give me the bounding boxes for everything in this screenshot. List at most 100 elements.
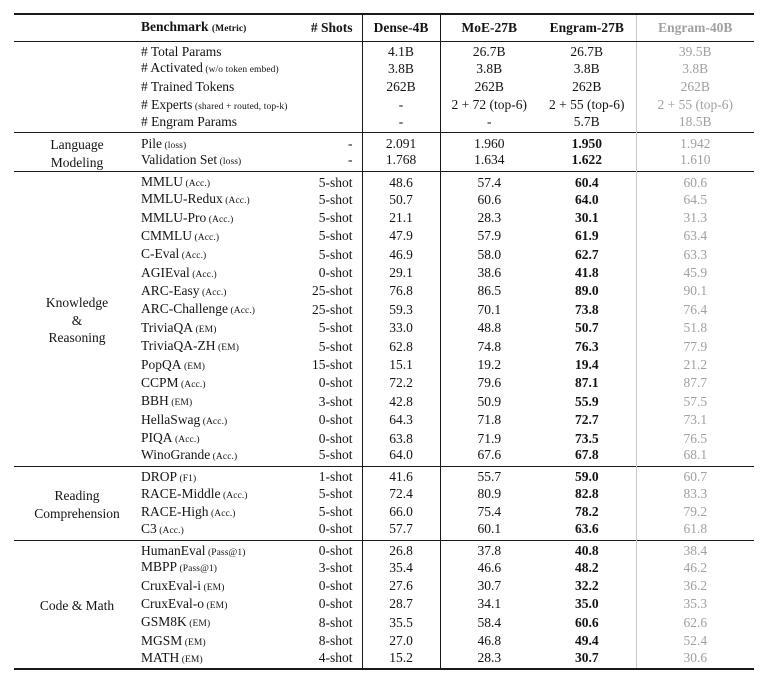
- benchmark-cell: CCPM (Acc.): [140, 374, 290, 392]
- table-row: Language Modeling Pile (loss) -2.091 1.960 1.…: [14, 132, 754, 170]
- benchmark-cell: WinoGrande (Acc.): [140, 448, 290, 466]
- table-section-3: Reading Comprehension DROP (F1) 1-shot 41.6 5…: [14, 466, 754, 541]
- value-engram-40b: 1.942: [635, 132, 754, 153]
- value-engram-40b: 76.5: [635, 429, 754, 448]
- value-moe-27b: 48.8: [477, 320, 502, 336]
- model-comparison-table: Benchmark (Metric) # Shots Dense-4B MoE-…: [14, 13, 754, 671]
- benchmark-cell: # Engram Params: [140, 115, 290, 133]
- value-dense-4b: 28.7: [362, 595, 441, 614]
- value-engram-40b: 262B: [635, 77, 754, 97]
- header-model-engram-27b: Engram-27B: [538, 14, 636, 42]
- benchmark-name: DROP: [141, 468, 178, 484]
- table-row: MMLU-Pro (Acc.) 5-shot 21.1 28.3 30.1 31.3: [14, 208, 754, 228]
- value-engram-40b: 60.7: [635, 466, 754, 485]
- value-engram-40b: 79.2: [635, 503, 754, 522]
- value-engram-27b: 62.7: [574, 246, 599, 262]
- benchmark-name: MMLU-Pro: [141, 209, 207, 225]
- metric-note: (EM): [215, 343, 239, 354]
- value-dense-4b: 64.0: [362, 447, 441, 467]
- value-dense-4b: 76.8: [362, 282, 441, 301]
- value-engram-27b: 73.5: [574, 430, 599, 446]
- group-label: Reading Comprehension: [14, 466, 140, 540]
- shots-cell: [290, 114, 363, 133]
- value-dense-4b: 4.1B: [362, 41, 441, 60]
- benchmark-cell: TriviaQA (EM): [140, 319, 290, 337]
- value-dense-4b: 35.4: [362, 558, 441, 577]
- table-row: ARC-Easy (Acc.) 25-shot 76.8 86.5 89.0 90.1: [14, 282, 754, 301]
- table-row: TriviaQA (EM) 5-shot 33.0 48.8 50.7 51.8: [14, 319, 754, 338]
- value-dense-4b: 3.8B: [362, 59, 441, 78]
- value-engram-27b: 3.8B: [573, 60, 600, 76]
- benchmark-name: Pile: [141, 135, 163, 151]
- value-engram-40b: 73.1: [635, 411, 754, 430]
- benchmark-name: ARC-Challenge: [141, 301, 228, 317]
- shots-cell: 0-shot: [290, 576, 363, 596]
- value-engram-27b: 60.6: [574, 614, 599, 630]
- value-engram-40b: 68.1: [635, 447, 754, 467]
- value-engram-27b: 73.8: [574, 301, 599, 317]
- metric-note: (loss): [217, 156, 242, 167]
- value-moe-27b: 74.8: [477, 338, 502, 354]
- group-label-line: Language: [50, 137, 104, 153]
- value-engram-40b: 87.7: [635, 374, 754, 393]
- value-dense-4b: 21.1: [362, 208, 441, 228]
- value-engram-27b: 35.0: [574, 596, 599, 612]
- shots-cell: 25-shot: [290, 282, 363, 301]
- value-moe-27b: 71.8: [477, 412, 502, 428]
- value-engram-40b: 21.2: [635, 355, 754, 375]
- value-engram-27b: 1.622: [571, 152, 602, 168]
- value-dense-4b: 27.0: [362, 632, 441, 651]
- shots-cell: 0-shot: [290, 429, 363, 448]
- benchmark-name: MBPP: [141, 559, 178, 575]
- benchmark-cell: HumanEval (Pass@1): [140, 540, 290, 558]
- group-label-line: Knowledge: [45, 295, 109, 311]
- shots-cell: 5-shot: [290, 171, 363, 191]
- benchmark-cell: CruxEval-i (EM): [140, 577, 290, 595]
- metric-note: (w/o token embed): [202, 65, 279, 76]
- value-dense-4b: 15.2: [362, 650, 441, 670]
- metric-note: (Acc.): [178, 380, 206, 391]
- value-dense-4b: 42.8: [362, 392, 441, 412]
- value-moe-27b: 70.1: [477, 301, 502, 317]
- value-engram-40b: 31.3: [635, 208, 754, 228]
- value-dense-4b: 15.1: [362, 355, 441, 375]
- value-engram-27b: 41.8: [574, 265, 599, 281]
- metric-note: (Acc.): [199, 288, 227, 299]
- value-engram-40b: 18.5B: [635, 114, 754, 133]
- value-engram-40b: 77.9: [635, 337, 754, 356]
- group-label-line: Reading: [54, 488, 100, 504]
- metric-note: (EM): [193, 324, 217, 335]
- benchmark-name: HellaSwag: [141, 411, 201, 427]
- value-dense-4b: 50.7: [362, 190, 441, 209]
- metric-note: (Acc.): [156, 525, 184, 536]
- group-label-line: &: [71, 312, 83, 328]
- value-engram-40b: 63.4: [635, 227, 754, 246]
- table-row: GSM8K (EM) 8-shot 35.5 58.4 60.6 62.6: [14, 613, 754, 633]
- value-engram-27b: 63.6: [574, 521, 599, 536]
- value-engram-27b: 50.7: [574, 320, 599, 336]
- metric-note: (Acc.): [206, 214, 234, 225]
- benchmark-name: CMMLU: [141, 227, 193, 243]
- benchmark-cell: PopQA (EM): [140, 356, 290, 374]
- benchmark-name: ARC-Easy: [141, 283, 200, 299]
- table-row: CruxEval-i (EM) 0-shot 27.6 30.7 32.2 36.2: [14, 576, 754, 596]
- value-dense-4b: 33.0: [362, 319, 441, 338]
- value-engram-27b: 64.0: [574, 191, 599, 207]
- benchmark-cell: MMLU-Redux (Acc.): [140, 190, 290, 208]
- table-row: BBH (EM) 3-shot 42.8 50.9 55.9 57.5: [14, 392, 754, 412]
- table-row: C3 (Acc.) 0-shot 57.7 60.1 63.6 61.8: [14, 521, 754, 541]
- benchmark-name: RACE-Middle: [141, 485, 221, 501]
- value-dense-4b: 57.7: [362, 521, 441, 541]
- table-row: MBPP (Pass@1) 3-shot 35.4 46.6 48.2 46.2: [14, 558, 754, 577]
- value-dense-4b: 1.768: [362, 152, 441, 172]
- value-moe-27b: 26.7B: [472, 43, 506, 59]
- shots-cell: -: [290, 132, 363, 153]
- benchmark-name: TriviaQA-ZH: [141, 338, 216, 354]
- benchmark-name: MMLU: [141, 174, 184, 190]
- value-moe-27b: 28.3: [477, 209, 502, 225]
- value-moe-27b: 80.9: [477, 485, 502, 501]
- shots-cell: -: [290, 152, 363, 172]
- table-row: HellaSwag (Acc.) 0-shot 64.3 71.8 72.7 73.1: [14, 411, 754, 430]
- value-dense-4b: 72.4: [362, 484, 441, 504]
- shots-cell: 1-shot: [290, 466, 363, 485]
